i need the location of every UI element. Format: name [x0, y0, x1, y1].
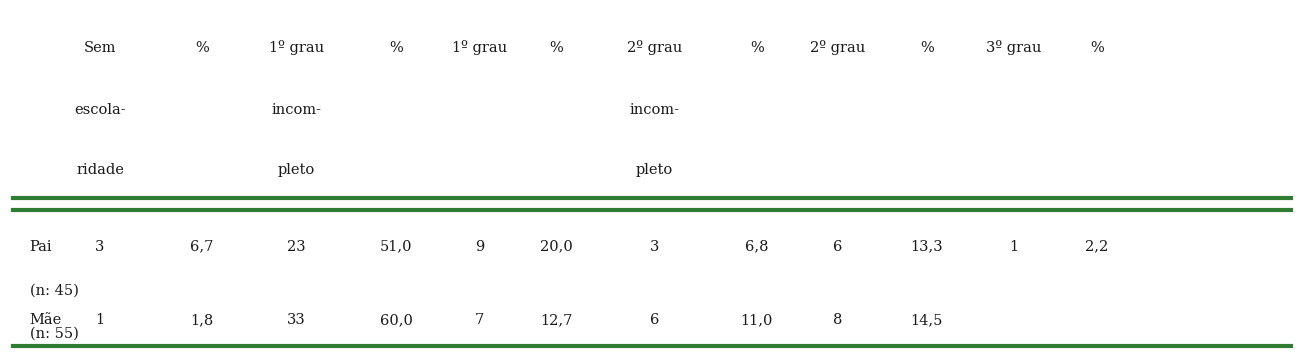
Text: %: % [549, 41, 563, 55]
Text: pleto: pleto [636, 163, 673, 177]
Text: incom-: incom- [630, 103, 679, 117]
Text: 7: 7 [475, 313, 484, 327]
Text: 1,8: 1,8 [190, 313, 214, 327]
Text: 9: 9 [475, 240, 484, 254]
Text: %: % [750, 41, 764, 55]
Text: escola-: escola- [74, 103, 125, 117]
Text: 60,0: 60,0 [379, 313, 413, 327]
Text: 2,2: 2,2 [1085, 240, 1108, 254]
Text: 11,0: 11,0 [741, 313, 773, 327]
Text: 33: 33 [287, 313, 306, 327]
Text: 3: 3 [95, 240, 104, 254]
Text: 14,5: 14,5 [910, 313, 943, 327]
Text: 3º grau: 3º grau [986, 41, 1042, 55]
Text: 6: 6 [833, 240, 842, 254]
Text: Mãe: Mãe [30, 313, 61, 327]
Text: 2º grau: 2º grau [810, 41, 865, 55]
Text: 3: 3 [649, 240, 660, 254]
Text: 8: 8 [833, 313, 842, 327]
Text: ridade: ridade [76, 163, 124, 177]
Text: 23: 23 [287, 240, 306, 254]
Text: (n: 45): (n: 45) [30, 284, 78, 298]
Text: Sem: Sem [83, 41, 116, 55]
Text: (n: 55): (n: 55) [30, 327, 78, 341]
Text: 1º grau: 1º grau [269, 41, 325, 55]
Text: pleto: pleto [278, 163, 316, 177]
Text: Pai: Pai [30, 240, 52, 254]
Text: 1: 1 [1009, 240, 1018, 254]
Text: 6: 6 [649, 313, 660, 327]
Text: 20,0: 20,0 [540, 240, 572, 254]
Text: 51,0: 51,0 [381, 240, 412, 254]
Text: 6,7: 6,7 [190, 240, 214, 254]
Text: 13,3: 13,3 [910, 240, 943, 254]
Text: 2º grau: 2º grau [627, 41, 682, 55]
Text: %: % [1090, 41, 1103, 55]
Text: incom-: incom- [271, 103, 322, 117]
Text: 6,8: 6,8 [745, 240, 768, 254]
Text: %: % [390, 41, 403, 55]
Text: 1: 1 [95, 313, 104, 327]
Text: %: % [919, 41, 934, 55]
Text: %: % [196, 41, 209, 55]
Text: 12,7: 12,7 [540, 313, 572, 327]
Text: 1º grau: 1º grau [452, 41, 507, 55]
